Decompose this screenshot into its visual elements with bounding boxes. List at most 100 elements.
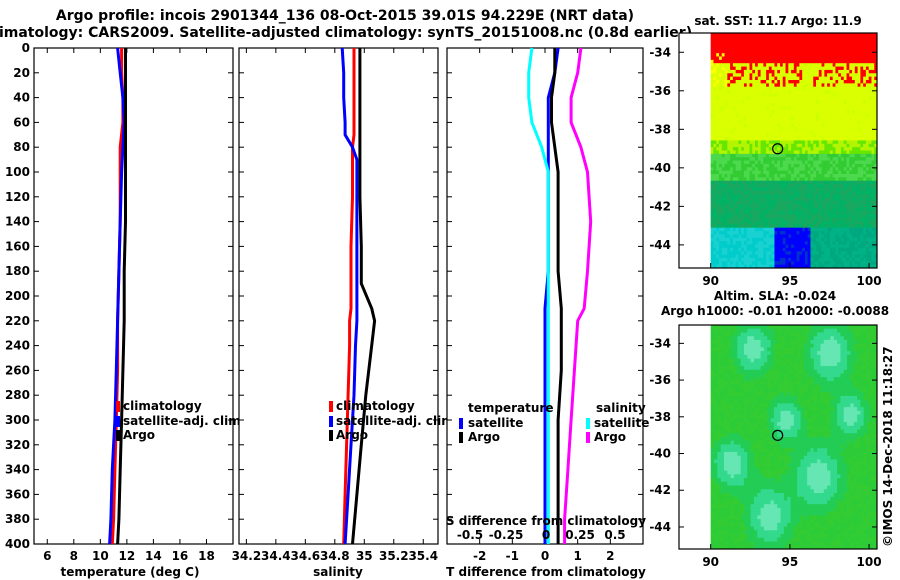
map-cell [835,137,839,141]
map-cell [785,170,789,175]
map-cell [787,347,791,352]
map-cell [716,261,720,266]
map-cell [793,133,798,138]
map-cell [738,150,742,155]
map-cell [874,116,878,121]
map-cell [760,343,765,348]
map-cell [716,123,720,128]
map-cell [804,177,809,182]
map-cell [860,80,864,84]
map-cell [719,214,723,219]
map-cell [840,163,845,168]
x-tick-label: -1 [506,549,519,563]
map-cell [807,63,811,67]
map-cell [857,160,861,165]
map-cell [813,69,817,74]
map-cell [738,244,742,249]
map-cell [750,343,755,348]
map-cell [852,237,856,242]
map-cell [777,264,781,269]
map-cell [816,56,820,61]
map-cell [807,170,811,175]
map-cell [710,351,715,356]
map-cell [827,210,831,215]
map-cell [713,120,717,125]
map-cell [816,234,820,239]
argo-location-marker [772,143,784,155]
map-cell [803,336,808,341]
map-cell [755,36,759,41]
map-cell [857,237,861,242]
map-cell [874,257,878,262]
map-cell [863,177,867,182]
map-cell [846,69,850,74]
map-cell [757,133,761,138]
map-cell [799,251,803,255]
map-cell [719,197,723,202]
map-cell [724,63,728,67]
map-cell [813,130,817,135]
map-cell [746,76,750,81]
map-cell [860,76,864,81]
map-cell [832,96,836,101]
map-cell [763,153,767,158]
map-cell [799,167,803,172]
map-cell [832,66,836,71]
map-cell [713,184,717,188]
map-cell [738,234,742,239]
map-cell [763,180,767,185]
map-cell [755,241,759,245]
map-cell [829,170,834,175]
map-cell [817,339,821,345]
map-cell [766,90,770,94]
map-cell [774,180,778,185]
map-cell [771,46,775,51]
map-cell [867,354,871,359]
map-cell [829,86,834,91]
map-cell [827,234,831,239]
map-cell [802,221,806,225]
map-cell [843,80,847,84]
map-cell [810,160,814,165]
map-cell [840,343,845,348]
map-cell [788,210,792,215]
map-cell [865,224,870,229]
map-cell [716,133,720,138]
map-cell [771,167,775,172]
map-cell [741,167,745,172]
map-cell [810,261,814,266]
map-cell [721,137,725,141]
map-cell [854,194,858,198]
map-cell [840,56,845,61]
map-cell [807,93,811,98]
map-cell [746,73,750,78]
map-cell [755,214,759,219]
map-cell [857,336,861,341]
map-y-tick-label: -40 [649,161,671,175]
map-cell [774,53,778,57]
map-cell [824,96,828,101]
map-cell [833,351,838,356]
map-cell [727,170,731,175]
map-cell [733,339,738,345]
map-cell [782,197,786,202]
map-cell [860,237,864,242]
map-cell [838,59,842,64]
map-cell [757,66,761,71]
map-cell [874,147,878,151]
map-cell [743,69,748,74]
map-cell [807,140,811,145]
x-axis-label: salinity [313,565,363,579]
map-cell [813,197,817,202]
map-cell [816,204,820,208]
map-cell [777,69,781,74]
map-cell [804,33,809,37]
map-cell [810,174,814,178]
map-cell [868,110,872,114]
map-cell [838,177,842,182]
map-cell [785,133,789,138]
map-cell [860,66,864,71]
y-tick-label: 40 [13,91,30,105]
map-cell [735,73,739,78]
map-cell [824,56,828,61]
